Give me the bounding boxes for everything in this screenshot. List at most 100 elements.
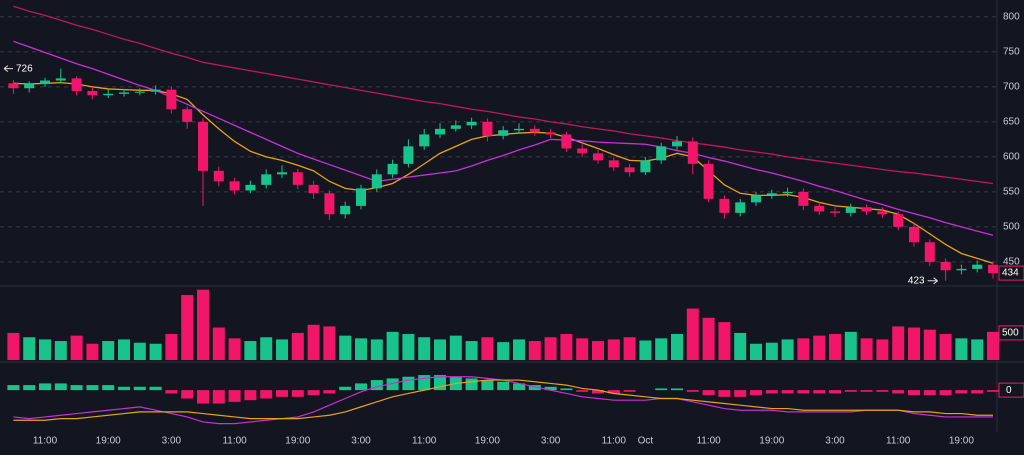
macd-histogram-bar [70,385,83,391]
macd-histogram-bar [497,381,510,391]
macd-histogram-bar [528,385,541,391]
volume-bar [291,332,304,360]
macd-histogram-bar [876,390,889,392]
macd-histogram-bar [576,390,589,392]
volume-badge [998,325,1024,341]
macd-histogram-bar [607,390,620,394]
candle-body [672,141,682,147]
candle-body [261,174,272,185]
candle-body [403,146,414,164]
candle-body [87,91,98,96]
volume-bar [513,339,525,360]
macd-histogram-bar [165,390,178,394]
macd-signal-line [13,379,993,421]
macd-histogram-bar [481,380,494,391]
macd-histogram-bar [465,378,478,391]
macd-histogram-bar [955,390,968,394]
low-marker: 423 [908,275,925,286]
x-tick-label: 11:00 [222,436,247,447]
macd-histogram-bar [402,376,415,391]
volume-bar [544,337,557,360]
volume-bar [576,338,589,360]
moving-average [13,40,994,236]
macd-histogram-bar [212,390,225,404]
candle-body [419,134,430,147]
macd-histogram-bar [513,383,525,391]
candle-body [8,83,19,89]
macd-histogram-bar [844,390,857,392]
candle-body [782,191,793,194]
candle-body [577,148,588,154]
x-tick-label: 19:00 [475,436,500,447]
candle-body [55,78,66,81]
y-tick-label: 700 [1003,81,1020,92]
macd-histogram-bar [386,378,399,391]
moving-average [13,5,994,185]
volume-bar [607,339,620,360]
volume-bar [481,337,494,360]
candle-body [119,92,129,94]
volume-bar [955,338,968,360]
macd-histogram-bar [718,390,731,397]
volume-bar [39,339,51,360]
last-price: 434 [1002,268,1019,279]
candle-body [719,198,730,213]
y-tick-label: 550 [1003,187,1020,198]
macd-histogram-bar [892,390,905,394]
macd-histogram-bar [197,390,209,404]
macd-histogram-bar [323,390,336,394]
x-tick-label: 19:00 [96,436,121,447]
volume-bar [876,339,889,360]
candle-body [845,207,856,213]
volume-bar [971,339,984,360]
volume-bar [339,335,352,360]
candle-body [450,125,461,129]
volume-bar [765,342,778,360]
volume-bar [228,338,241,360]
macd-histogram-bar [560,388,573,391]
macd-histogram-bar [623,390,636,392]
candle-body [877,211,888,215]
high-marker: 726 [16,63,33,74]
volume-tick-label: 500 [1002,328,1019,339]
candle-body [830,211,840,213]
y-tick-label: 600 [1003,151,1020,162]
macd-histogram-bar [307,390,320,396]
candle-body [735,202,746,213]
candle-body [988,264,998,274]
x-tick-label: 3:00 [162,436,182,447]
last-price-badge [998,265,1024,281]
volume-bar [560,334,573,360]
volume-bar [197,289,209,360]
candle-body [229,181,240,191]
candle-body [593,153,603,161]
x-tick-label: 11:00 [696,436,721,447]
candle-body [198,121,208,171]
candle-body [656,146,667,161]
volume-bar [165,334,178,360]
volume-bar [181,295,194,360]
volume-bar [54,341,67,360]
x-tick-label: 11:00 [886,436,911,447]
x-tick-label: 19:00 [949,436,974,447]
volume-bar [323,326,336,360]
volume-bar [623,337,636,360]
macd-histogram-bar [813,390,826,394]
candle-body [545,132,556,135]
candle-body [166,89,177,110]
candle-body [466,121,477,126]
macd-histogram-bar [592,390,604,394]
candle-body [435,128,445,135]
volume-bar [702,317,715,360]
volume-bar [528,341,541,360]
macd-histogram-bar [102,385,115,391]
y-tick-label: 750 [1003,46,1020,57]
x-tick-label: Oct [638,436,654,447]
x-tick-label: 3:00 [351,436,371,447]
candle-body [529,128,540,133]
candle-body [40,80,50,85]
x-tick-label: 3:00 [825,436,845,447]
candle-body [71,78,82,92]
volume-bar [449,335,462,360]
